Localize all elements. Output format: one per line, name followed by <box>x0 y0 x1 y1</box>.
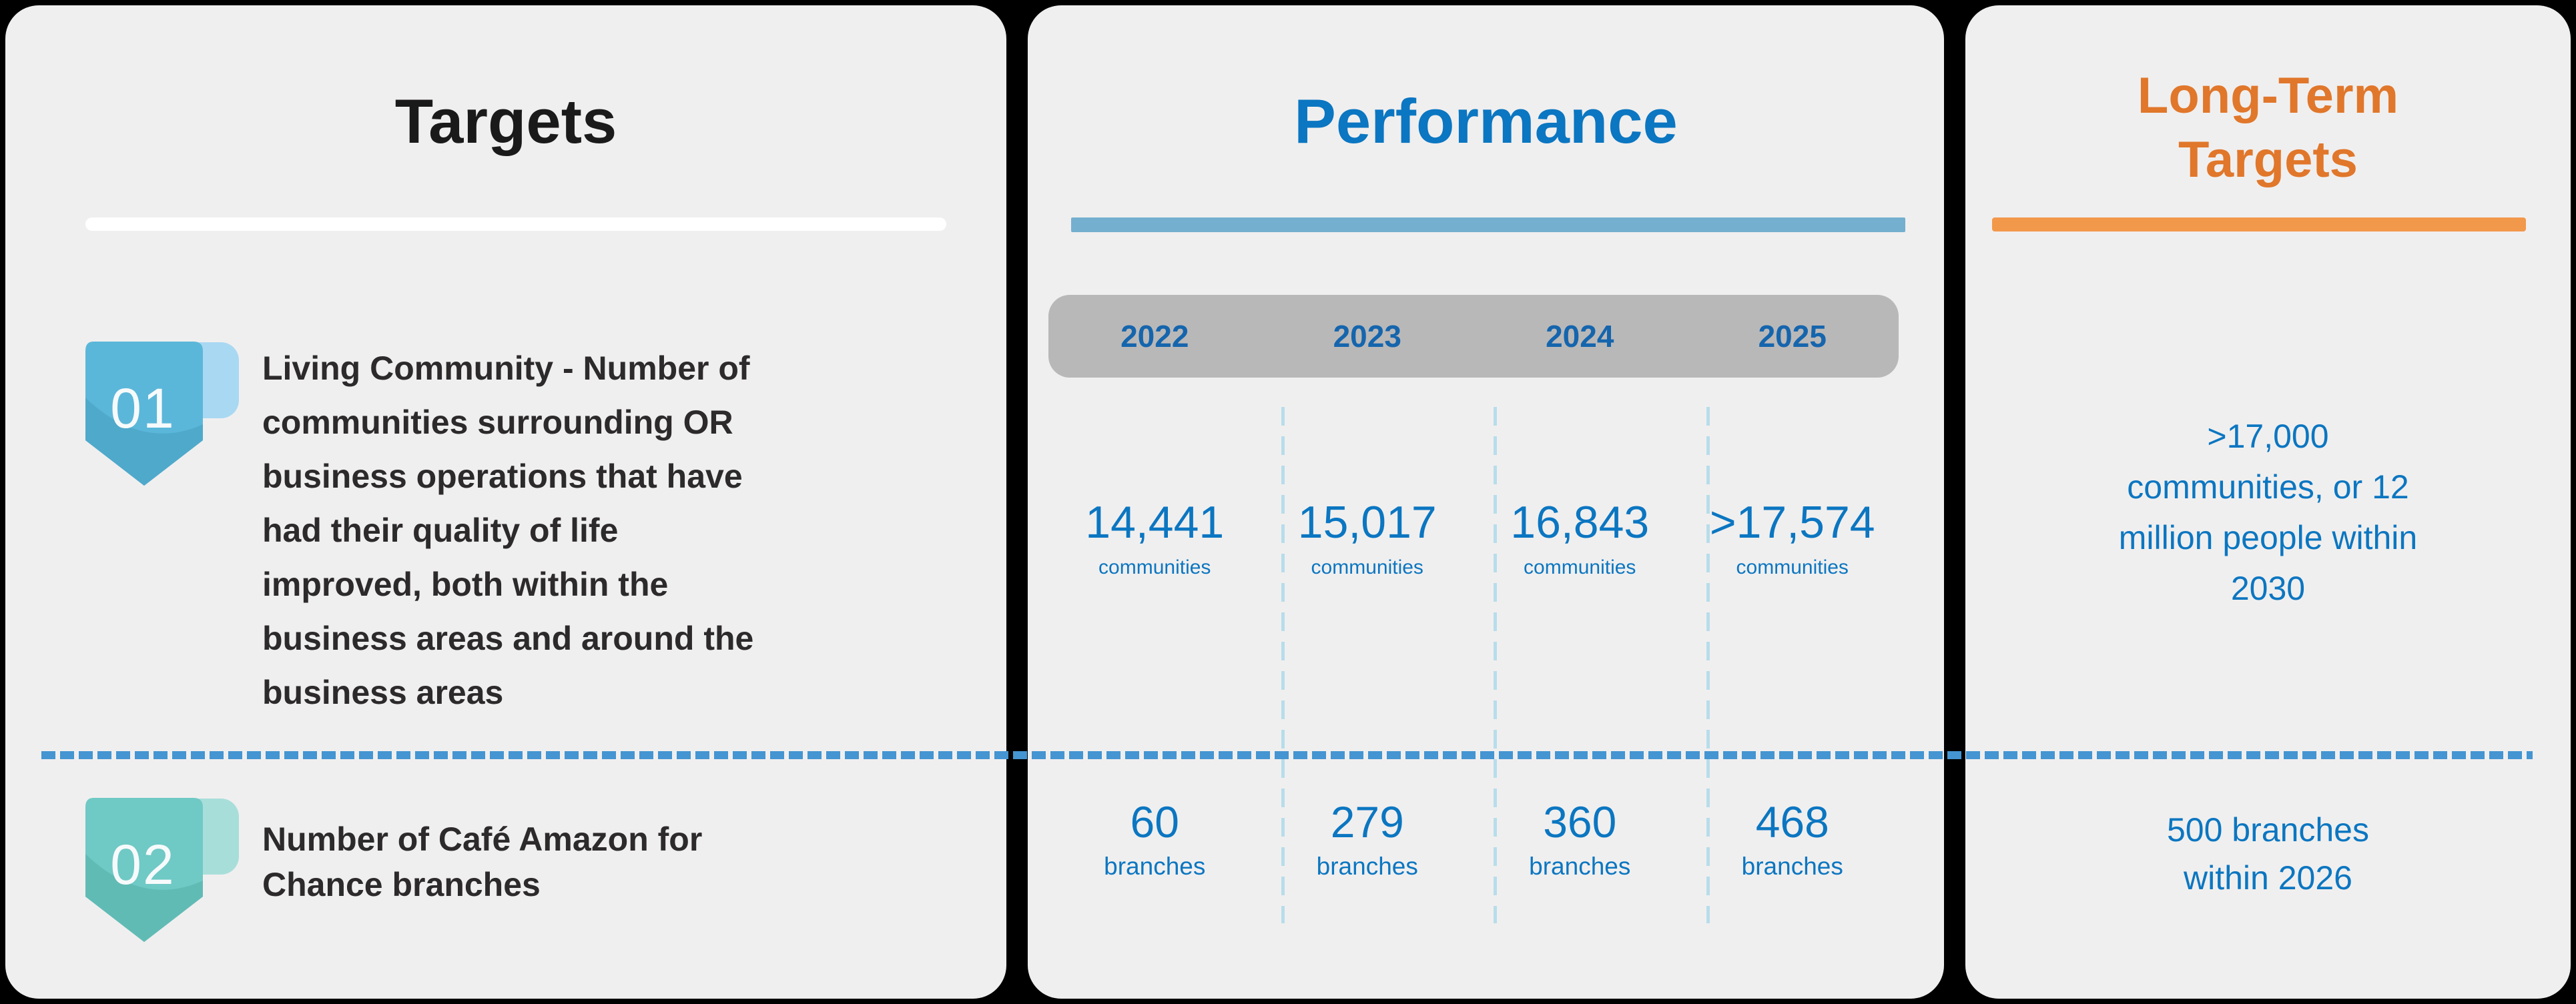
branches-values-row: 60 branches 279 branches 360 branches 46… <box>1048 797 1899 881</box>
target-02-description: Number of Café Amazon for Chance branches <box>262 821 703 903</box>
year-2025: 2025 <box>1758 319 1827 354</box>
value-cell: 468 branches <box>1686 797 1899 881</box>
bookmark-ribbon-icon: 01 <box>85 342 239 486</box>
year-2023: 2023 <box>1333 319 1401 354</box>
bookmark-ribbon-icon: 02 <box>85 798 239 942</box>
longterm-communities-target: >17,000 communities, or 12 million people … <box>2118 418 2418 607</box>
targets-title: Targets <box>394 86 617 156</box>
longterm-targets-panel: Long-Term Targets >17,000 communities, or … <box>1965 5 2571 999</box>
year-header-bar: 2022 2023 2024 2025 <box>1048 295 1899 378</box>
communities-values-row: 14,441 communities 15,017 communities 16… <box>1048 496 1899 579</box>
communities-2024-value: 16,843 <box>1510 497 1650 548</box>
value-cell: 16,843 communities <box>1474 496 1686 579</box>
column-divider-dashed <box>1706 407 1710 923</box>
branches-2023-value: 279 <box>1330 797 1404 847</box>
longterm-underline <box>1992 217 2526 231</box>
communities-2022-value: 14,441 <box>1085 497 1225 548</box>
performance-underline <box>1071 217 1905 232</box>
year-2024: 2024 <box>1546 319 1614 354</box>
performance-title: Performance <box>1294 86 1678 156</box>
unit-label: branches <box>1529 853 1631 880</box>
targets-panel: Targets 01 Living Community - Number of c… <box>5 5 1006 999</box>
branches-2024-value: 360 <box>1543 797 1617 847</box>
targets-underline <box>85 217 946 231</box>
value-cell: 360 branches <box>1474 797 1686 881</box>
performance-panel: Performance 2022 2023 2024 2025 14,441 c… <box>1028 5 1944 999</box>
value-cell: >17,574 communities <box>1686 496 1899 579</box>
unit-label: communities <box>1311 556 1423 578</box>
value-cell: 14,441 communities <box>1048 496 1261 579</box>
target-01-ribbon-badge: 01 <box>84 340 239 488</box>
unit-label: communities <box>1098 556 1211 578</box>
longterm-title: Long-Term Targets <box>2137 67 2399 188</box>
column-divider-dashed <box>1281 407 1285 923</box>
value-cell: 60 branches <box>1048 797 1261 881</box>
value-cell: 15,017 communities <box>1261 496 1474 579</box>
unit-label: communities <box>1736 556 1849 578</box>
branches-2022-value: 60 <box>1130 797 1179 847</box>
unit-label: branches <box>1104 853 1206 880</box>
communities-2023-value: 15,017 <box>1297 497 1437 548</box>
target-02-ribbon-badge: 02 <box>84 797 239 945</box>
value-cell: 279 branches <box>1261 797 1474 881</box>
communities-2025-value: >17,574 <box>1709 497 1875 548</box>
unit-label: branches <box>1316 853 1418 880</box>
target-01-description: Living Community - Number of communities … <box>262 350 754 711</box>
column-divider-dashed <box>1494 407 1497 923</box>
target-01-number: 01 <box>110 377 175 440</box>
target-02-number: 02 <box>110 833 175 896</box>
longterm-branches-target: 500 branches within 2026 <box>2166 811 2369 897</box>
row-divider-dashed-line <box>41 751 2533 759</box>
unit-label: communities <box>1524 556 1636 578</box>
year-2022: 2022 <box>1120 319 1189 354</box>
unit-label: branches <box>1741 853 1843 880</box>
branches-2025-value: 468 <box>1755 797 1829 847</box>
